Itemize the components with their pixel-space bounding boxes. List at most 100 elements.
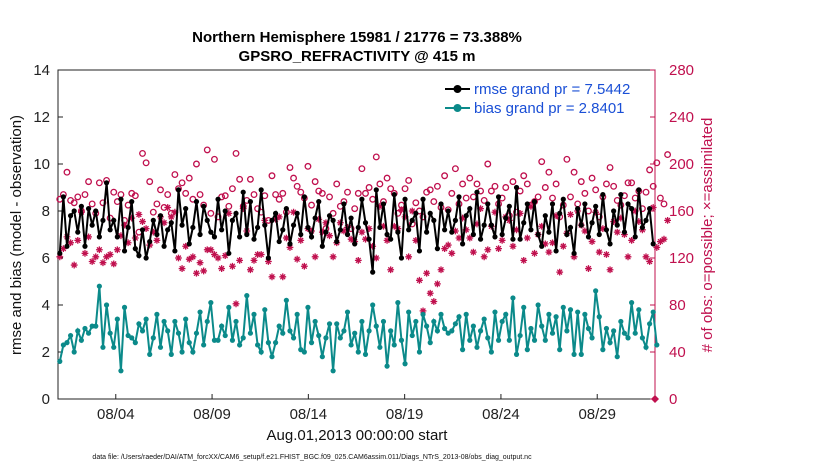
rmse-point	[352, 241, 358, 247]
rmse-point	[201, 203, 207, 209]
rmse-point	[459, 241, 466, 247]
left-tick-label: 6	[42, 250, 50, 267]
assimilated-obs-point	[153, 236, 161, 244]
rmse-point	[290, 222, 297, 228]
data-file-footnote: data file: /Users/raeder/DAI/ATM_forcXX/…	[92, 454, 532, 461]
assimilated-obs-point	[448, 249, 456, 257]
bias-point	[89, 323, 95, 329]
rmse-point	[571, 250, 577, 256]
assimilated-obs-point	[624, 253, 632, 261]
rmse-point	[406, 227, 412, 233]
possible-obs-point	[304, 162, 312, 170]
possible-obs-point	[577, 178, 585, 186]
bias-point	[233, 318, 239, 325]
bias-point	[362, 351, 369, 357]
possible-obs-point	[178, 179, 186, 187]
rmse-point	[647, 206, 653, 212]
assimilated-obs-point	[649, 204, 657, 211]
assimilated-obs-point	[121, 221, 128, 229]
assimilated-obs-point	[221, 252, 229, 260]
possible-obs-point	[365, 184, 373, 191]
possible-obs-point	[520, 172, 528, 180]
assimilated-obs-point	[362, 235, 369, 243]
rmse-point	[600, 191, 606, 198]
assimilated-obs-point	[275, 213, 283, 221]
bias-point	[603, 325, 610, 332]
bias-point	[621, 330, 628, 336]
possible-obs-point	[236, 175, 244, 183]
bias-point	[78, 337, 84, 343]
assimilated-obs-point	[376, 202, 384, 210]
right-tick-label: 40	[669, 344, 686, 361]
assimilated-obs-point	[88, 258, 96, 265]
assimilated-obs-point	[653, 244, 661, 251]
possible-obs-point	[146, 178, 154, 186]
rmse-point	[226, 250, 232, 256]
bias-point	[380, 318, 387, 325]
possible-obs-point	[142, 159, 150, 167]
bias-point	[510, 295, 516, 301]
bias-series	[57, 283, 660, 374]
rmse-point	[121, 248, 128, 254]
legend-bias-marker	[453, 104, 462, 112]
assimilated-obs-point	[300, 262, 308, 270]
possible-obs-point	[656, 194, 664, 202]
rmse-point	[636, 187, 642, 193]
bias-point	[330, 368, 336, 374]
bias-point	[647, 321, 653, 327]
assimilated-obs-point	[308, 227, 315, 235]
left-tick-label: 12	[33, 109, 50, 126]
left-axis: 0 2 4 6 8 10 12 14	[33, 62, 63, 408]
bias-point	[463, 311, 469, 317]
assimilated-obs-point	[315, 215, 323, 223]
possible-obs-point	[534, 193, 542, 201]
assimilated-obs-point	[455, 234, 463, 242]
rmse-point	[222, 208, 228, 214]
bias-point	[409, 332, 415, 339]
bias-point	[283, 297, 289, 303]
rmse-point	[305, 224, 311, 231]
rmse-point	[495, 194, 502, 200]
bias-point	[402, 361, 408, 367]
assimilated-obs-point	[232, 300, 240, 308]
assimilated-obs-point	[264, 258, 272, 265]
possible-obs-point	[279, 189, 287, 197]
possible-obs-point	[318, 189, 326, 197]
rmse-point	[639, 224, 646, 231]
bias-point	[607, 340, 613, 346]
bias-point	[172, 318, 178, 325]
possible-obs-point	[290, 174, 298, 182]
rmse-series	[57, 180, 656, 275]
assimilated-obs-point	[570, 253, 578, 261]
bias-point	[546, 311, 552, 317]
rmse-line	[58, 182, 655, 273]
bias-point	[161, 318, 167, 325]
assimilated-obs-point	[477, 205, 484, 213]
rmse-point	[215, 196, 221, 202]
assimilated-obs-point	[559, 242, 567, 250]
assimilated-obs-point	[257, 251, 265, 258]
assimilated-obs-point	[567, 211, 574, 218]
rmse-point	[143, 255, 149, 261]
possible-obs-point	[394, 209, 402, 217]
rmse-point	[96, 234, 102, 240]
possible-obs-point	[581, 189, 589, 197]
rmse-point	[366, 236, 372, 242]
possible-obs-point	[552, 180, 560, 188]
rmse-point	[334, 238, 340, 245]
bias-point	[262, 307, 268, 313]
bias-point	[222, 332, 228, 339]
rmse-point	[449, 229, 455, 235]
chart-title-line2: GPSRO_REFRACTIVITY @ 415 m	[239, 48, 476, 65]
rmse-point	[578, 222, 584, 228]
rmse-point	[370, 269, 376, 275]
rmse-point	[528, 227, 534, 233]
rmse-point	[233, 210, 239, 216]
possible-obs-point	[523, 180, 531, 188]
left-tick-label: 2	[42, 344, 50, 361]
possible-obs-point	[196, 191, 204, 198]
rmse-point	[316, 199, 322, 205]
possible-obs-point	[660, 200, 668, 208]
rmse-point	[560, 196, 566, 202]
bias-point	[147, 351, 153, 357]
